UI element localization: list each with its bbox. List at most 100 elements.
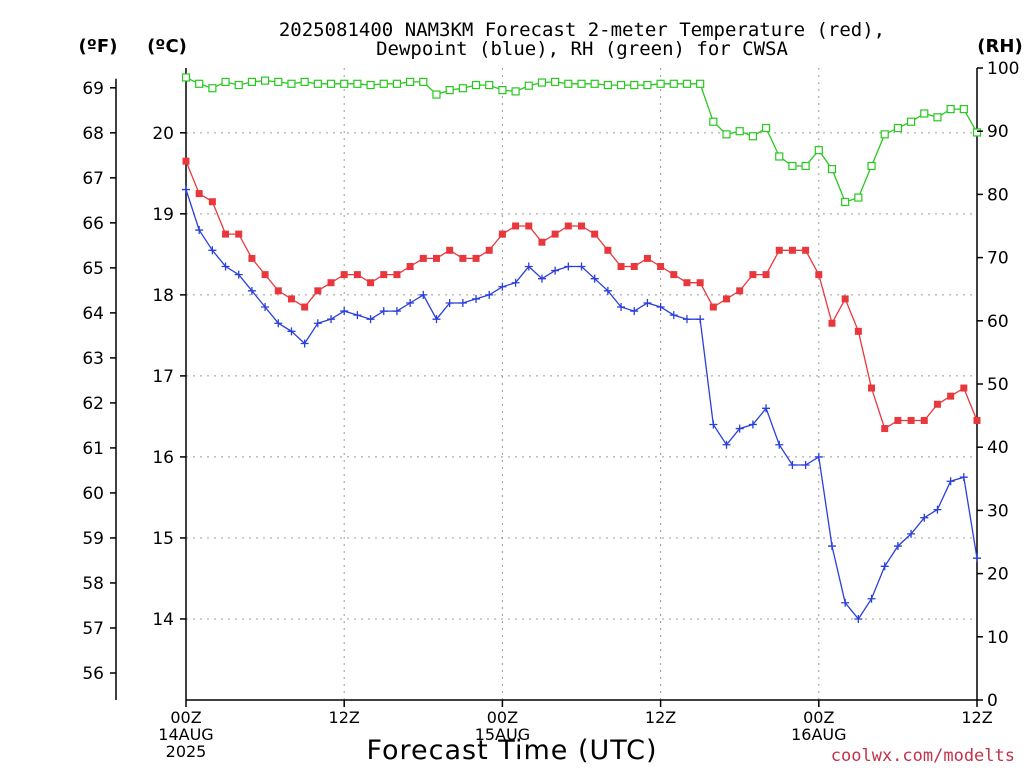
fahrenheit-tick-label: 64 [82, 304, 104, 324]
temperature-point [591, 230, 599, 238]
temperature-point [393, 271, 401, 279]
dewpoint-point [485, 290, 494, 299]
rh-tick-label: 100 [987, 59, 1019, 79]
dewpoint-point [775, 440, 784, 449]
dewpoint-point [867, 594, 876, 603]
x-tick-date-label: 14AUG [158, 725, 213, 744]
dewpoint-point [643, 298, 652, 307]
rh-point [603, 80, 612, 90]
rh-tick-label: 60 [987, 312, 1009, 332]
dewpoint-point [432, 315, 441, 324]
temperature-point [432, 254, 440, 262]
rh-line [185, 76, 978, 203]
rh-point [406, 77, 415, 87]
rh-point [326, 79, 336, 88]
rh-point [577, 79, 586, 88]
dewpoint-point [827, 542, 836, 551]
temperature-point [960, 384, 968, 392]
rh-tick-label: 80 [987, 185, 1009, 205]
temperature-point [512, 222, 520, 230]
rh-point [920, 109, 929, 118]
rh-point [616, 80, 626, 90]
temperature-point [485, 246, 493, 254]
temperature-point [248, 254, 256, 262]
temperature-point [881, 425, 889, 433]
temperature-point [406, 263, 414, 271]
temperature-point [195, 190, 203, 198]
x-tick-label: 00Z [170, 708, 201, 727]
rh-point [788, 161, 797, 171]
x-tick-date-label: 16AUG [791, 725, 846, 744]
temperature-point [222, 230, 230, 238]
dewpoint-point [814, 452, 823, 461]
temperature-point [788, 246, 796, 254]
temperature-point [973, 416, 981, 424]
rh-point [801, 161, 810, 171]
fahrenheit-tick-label: 57 [82, 619, 104, 639]
x-axis-title: Forecast Time (UTC) [366, 735, 657, 766]
rh-point [234, 80, 243, 90]
rh-point [893, 123, 903, 133]
dewpoint-point [234, 270, 243, 279]
temperature-point [933, 400, 941, 408]
rh-point [775, 152, 784, 161]
rh-point [959, 104, 968, 114]
temperature-point [472, 254, 480, 262]
x-tick-label: 00Z [803, 708, 834, 727]
rh-point [906, 117, 916, 126]
celsius-tick-label: 16 [152, 448, 174, 468]
rh-tick-label: 70 [987, 249, 1009, 269]
dewpoint-point [564, 262, 573, 271]
dewpoint-point [261, 303, 270, 312]
temperature-point [261, 271, 269, 279]
rh-point [814, 146, 823, 155]
celsius-axis-label: (ºC) [147, 36, 187, 57]
dewpoint-point [920, 513, 929, 522]
rh-point [261, 76, 270, 85]
rh-tick-label: 50 [987, 375, 1009, 395]
temperature-point [894, 416, 902, 424]
dewpoint-point [893, 542, 902, 551]
rh-point [313, 79, 322, 88]
fahrenheit-tick-label: 65 [82, 259, 104, 279]
temperature-point [578, 222, 585, 230]
dewpoint-point [735, 424, 744, 433]
dewpoint-point [630, 307, 639, 316]
rh-point [445, 86, 454, 95]
dewpoint-point [392, 307, 401, 316]
dewpoint-point [406, 298, 415, 307]
celsius-tick-label: 15 [152, 529, 174, 549]
rh-point [353, 79, 362, 88]
rh-point [946, 104, 955, 114]
rh-point [841, 197, 850, 207]
dewpoint-point [340, 307, 349, 316]
rh-point [524, 81, 533, 90]
rh-point [366, 80, 375, 90]
rh-point [722, 130, 731, 139]
rh-point [696, 79, 705, 88]
rh-series [181, 73, 982, 207]
temperature-point [617, 263, 625, 271]
dewpoint-point [959, 473, 968, 482]
temperature-point [459, 254, 467, 262]
rh-tick-label: 40 [987, 438, 1009, 458]
temperature-point [274, 287, 282, 295]
dewpoint-point [419, 290, 428, 299]
rh-point [458, 84, 467, 93]
grid-layer [186, 68, 977, 700]
dewpoint-point [300, 339, 309, 348]
rh-point [221, 77, 230, 87]
dewpoint-point [801, 461, 810, 470]
dewpoint-point [274, 319, 283, 328]
dewpoint-point [854, 614, 863, 623]
dewpoint-point [946, 477, 955, 486]
rh-point [498, 86, 507, 95]
dewpoint-point [551, 266, 560, 275]
temperature-point [630, 263, 638, 271]
temperature-point [380, 271, 388, 279]
temperature-point [828, 319, 836, 327]
chart-title-line-1: 2025081400 NAM3KM Forecast 2-meter Tempe… [279, 19, 885, 41]
temperature-point [762, 271, 770, 279]
rh-point [564, 79, 573, 88]
